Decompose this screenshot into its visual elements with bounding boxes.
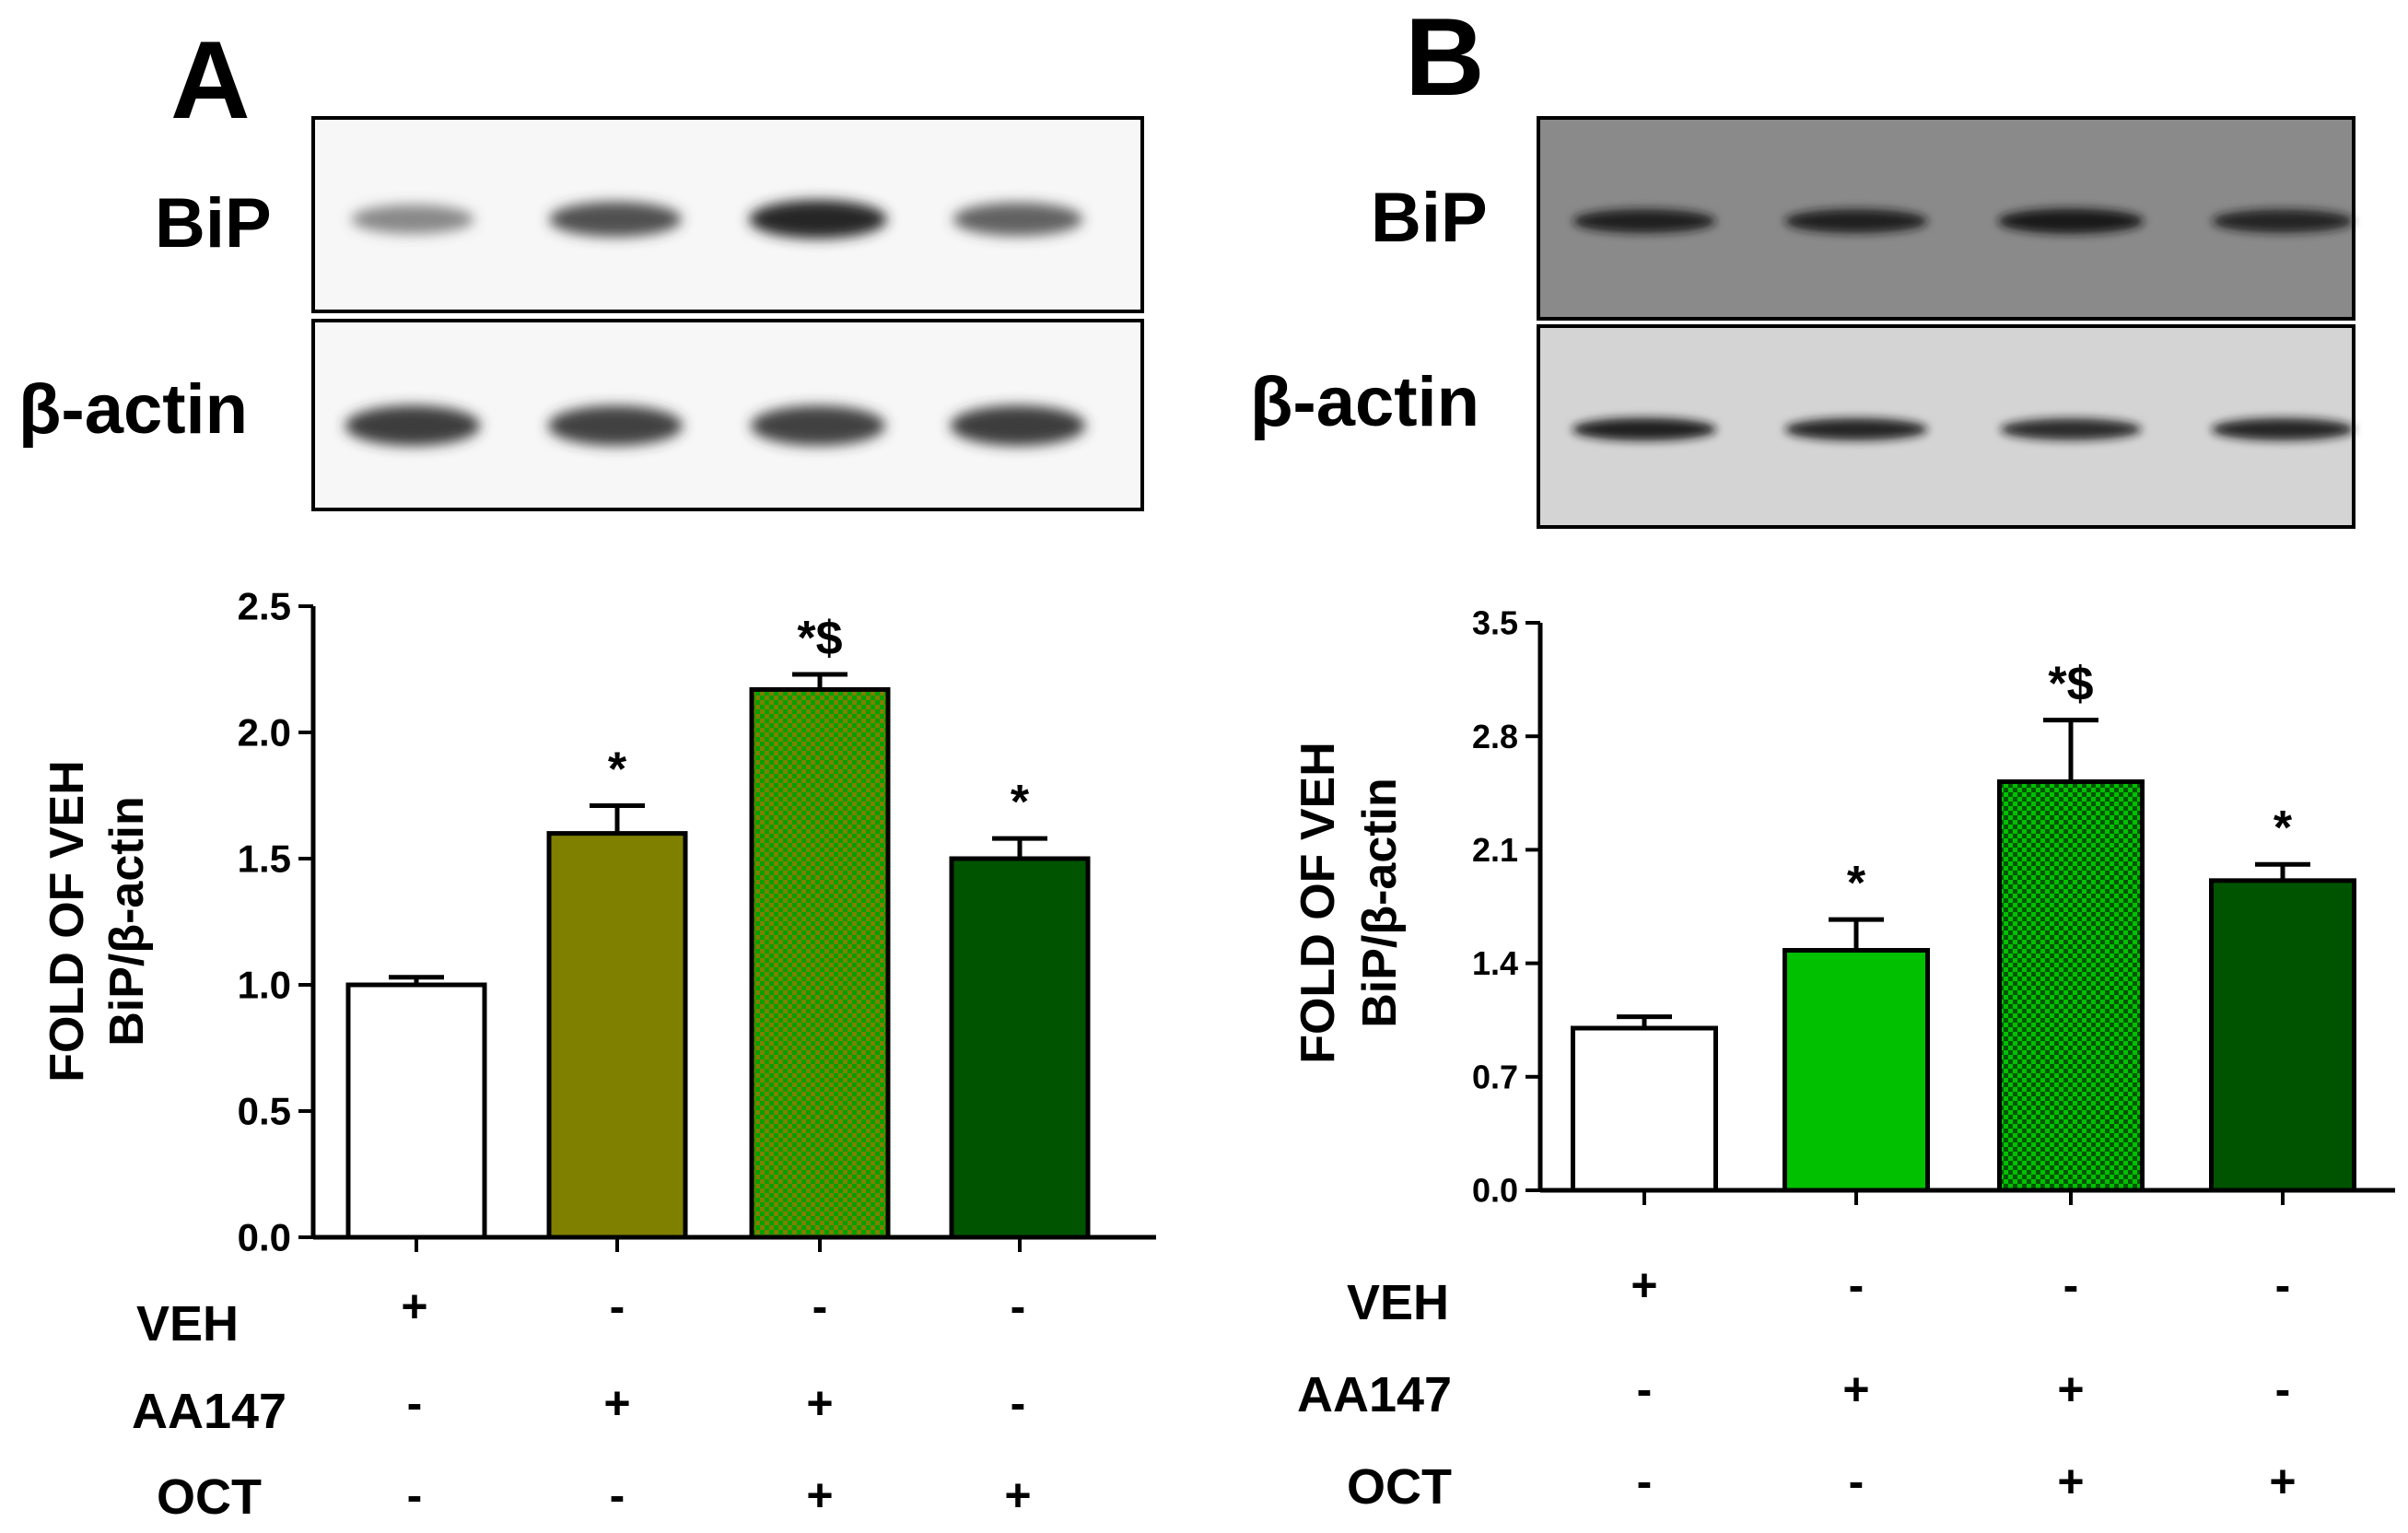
panel-b-actin-blot: [1537, 324, 2355, 529]
chart-a-ylabel-line2: BiP/β-actin: [100, 796, 154, 1047]
panel-a-mark: +: [806, 1469, 833, 1521]
panel-a-mark: -: [610, 1469, 625, 1521]
y-tick-label: 2.5: [238, 585, 291, 628]
chart-b: 0.0 0.7 1.4 2.1 2.8 3.5 * *$ * FOLD OF VEH BiP/β…: [1292, 604, 2395, 1210]
blot-band: [2211, 417, 2355, 441]
panel-a-treatment-table: VEH AA147 OCT + - - - - + + - - - + +: [132, 1281, 1032, 1525]
panel-b-mark: +: [1631, 1259, 1657, 1311]
blot-band: [345, 405, 481, 446]
panel-a-letter: A: [170, 18, 251, 142]
bar: [1571, 1025, 1718, 1193]
blot-band: [1784, 417, 1928, 441]
chart-b-ylabel-line1: FOLD OF VEH: [1292, 742, 1345, 1064]
bar: [1783, 948, 1930, 1193]
panel-a-bip-label: BiP: [155, 184, 272, 263]
panel-b-row-label-oct: OCT: [1347, 1459, 1452, 1515]
blot-band: [749, 200, 887, 239]
panel-a-bip-blot: [311, 116, 1144, 313]
significance-label: *: [2274, 802, 2293, 855]
blot-band: [950, 405, 1086, 446]
panel-b-actin-label: β-actin: [1250, 363, 1479, 441]
y-tick-label: 2.0: [238, 711, 291, 755]
panel-a-mark: -: [407, 1377, 423, 1429]
y-tick-label: 1.0: [238, 964, 291, 1007]
blot-band: [2000, 418, 2142, 440]
chart-a-ylabel-line1: FOLD OF VEH: [41, 760, 94, 1082]
panel-a-mark: -: [407, 1469, 423, 1521]
panel-b: B BiP β-actin 0.0 0.7 1.4 2.1 2.8 3.5 * *$ * FOL…: [1250, 0, 2395, 1515]
blot-band: [351, 205, 474, 234]
panel-a-mark: -: [1011, 1281, 1026, 1332]
y-tick-label: 1.4: [1472, 944, 1518, 982]
bar: [2209, 878, 2356, 1193]
y-tick-label: 1.5: [238, 837, 291, 881]
panel-b-letter: B: [1405, 0, 1485, 119]
panel-a-mark: -: [1011, 1377, 1026, 1429]
blot-band: [1572, 208, 1716, 234]
panel-b-mark: +: [2057, 1363, 2084, 1415]
panel-a-row-label-aa147: AA147: [132, 1384, 286, 1439]
panel-b-bip-label: BiP: [1371, 179, 1488, 257]
significance-label: *: [1847, 857, 1866, 910]
panel-b-mark: -: [2063, 1259, 2079, 1311]
panel-b-mark: +: [2057, 1456, 2084, 1507]
blot-band: [750, 405, 886, 446]
significance-label: *: [1011, 776, 1030, 829]
bar: [546, 831, 688, 1240]
panel-b-mark: -: [1849, 1259, 1864, 1311]
panel-a-mark: +: [401, 1281, 427, 1332]
panel-b-row-label-veh: VEH: [1347, 1275, 1449, 1330]
significance-label: *$: [2048, 658, 2093, 711]
panel-a: A BiP β-actin 0.0 0.5 1.0 1.5 2.0 2.5 * *$ * FOL…: [18, 18, 1156, 1525]
panel-b-treatment-table: VEH AA147 OCT + - - - - + + - - - + +: [1297, 1259, 2297, 1515]
panel-b-mark: +: [2269, 1456, 2296, 1507]
y-tick-label: 0.0: [238, 1216, 291, 1259]
y-tick-label: 2.8: [1472, 718, 1518, 755]
panel-b-mark: -: [1637, 1456, 1653, 1507]
bar: [1997, 778, 2145, 1193]
blot-band: [1997, 208, 2145, 234]
panel-a-row-label-oct: OCT: [157, 1469, 262, 1525]
chart-a: 0.0 0.5 1.0 1.5 2.0 2.5 * *$ * FOLD OF VEH BiP/β…: [41, 585, 1156, 1259]
panel-b-row-label-aa147: AA147: [1297, 1367, 1452, 1422]
blot-band: [549, 201, 682, 238]
bar: [749, 686, 891, 1240]
bar: [345, 982, 487, 1240]
panel-b-bip-blot: [1537, 116, 2355, 321]
y-tick-label: 0.5: [238, 1090, 291, 1133]
panel-a-mark: -: [812, 1281, 828, 1332]
bar: [949, 856, 1091, 1240]
chart-b-ylabel-line2: BiP/β-actin: [1353, 778, 1407, 1028]
panel-a-row-label-veh: VEH: [136, 1296, 239, 1352]
blot-band: [547, 405, 684, 446]
panel-b-mark: -: [2275, 1363, 2291, 1415]
panel-b-mark: +: [1842, 1363, 1869, 1415]
panel-a-mark: +: [806, 1377, 833, 1429]
panel-b-mark: -: [1637, 1363, 1653, 1415]
y-tick-label: 2.1: [1472, 831, 1518, 869]
significance-label: *: [608, 743, 627, 796]
significance-label: *$: [797, 612, 842, 665]
panel-a-mark: -: [610, 1281, 625, 1332]
blot-band: [1784, 208, 1928, 234]
panel-a-actin-blot: [311, 319, 1144, 511]
panel-b-mark: -: [1849, 1456, 1864, 1507]
panel-a-mark: +: [603, 1377, 630, 1429]
blot-band: [953, 202, 1083, 237]
blot-band: [2212, 209, 2354, 233]
y-tick-label: 0.0: [1472, 1172, 1518, 1210]
panel-b-mark: -: [2275, 1259, 2291, 1311]
panel-a-actin-label: β-actin: [18, 370, 248, 449]
panel-a-mark: +: [1004, 1469, 1031, 1521]
y-tick-label: 3.5: [1472, 604, 1518, 642]
y-tick-label: 0.7: [1472, 1058, 1518, 1095]
blot-band: [1572, 417, 1717, 441]
